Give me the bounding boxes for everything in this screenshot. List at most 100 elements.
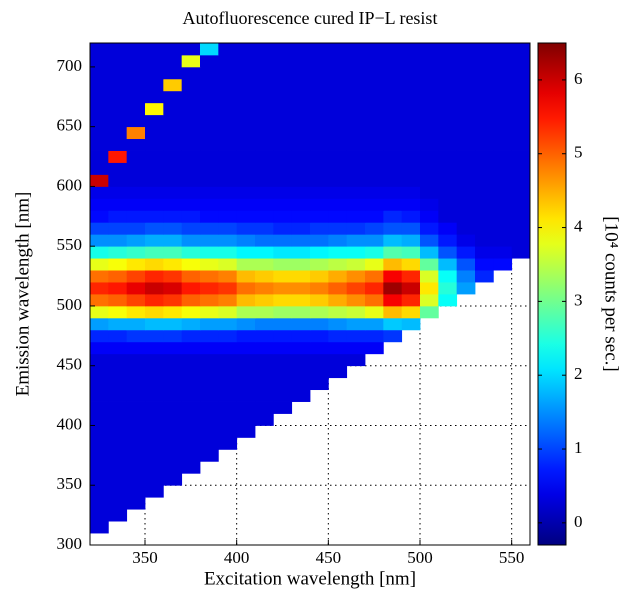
heat-cell bbox=[310, 377, 329, 391]
heat-cell bbox=[90, 377, 109, 391]
heat-cell bbox=[456, 222, 476, 235]
heat-cell bbox=[456, 43, 476, 56]
heat-cell bbox=[456, 138, 476, 151]
heat-cell bbox=[126, 114, 146, 128]
heat-cell bbox=[255, 102, 274, 116]
heat-cell bbox=[126, 102, 146, 116]
heat-cell bbox=[126, 198, 146, 211]
heat-cell bbox=[255, 198, 274, 211]
heat-cell bbox=[420, 258, 439, 271]
colorbar-tick-label: 6 bbox=[574, 69, 583, 88]
heat-cell bbox=[108, 401, 128, 414]
heat-cell bbox=[255, 210, 274, 223]
heat-cell bbox=[126, 126, 146, 140]
heat-cell bbox=[236, 174, 256, 187]
heat-cell bbox=[90, 150, 109, 163]
heat-cell bbox=[200, 282, 219, 295]
heat-cell bbox=[401, 150, 421, 163]
heat-cell bbox=[420, 138, 439, 151]
heat-cell bbox=[401, 317, 421, 331]
heat-cell bbox=[328, 174, 348, 187]
heat-cell bbox=[310, 150, 329, 163]
heat-cell bbox=[181, 341, 201, 355]
y-tick-label: 500 bbox=[57, 295, 83, 314]
heat-cell bbox=[273, 246, 293, 259]
heat-cell bbox=[273, 150, 293, 163]
heat-cell bbox=[236, 353, 256, 367]
heat-cell bbox=[108, 317, 128, 331]
heat-cell bbox=[493, 102, 513, 116]
heat-cell bbox=[108, 198, 128, 211]
heat-cell bbox=[273, 174, 293, 187]
heat-cell bbox=[365, 150, 384, 163]
heat-cell bbox=[218, 437, 238, 450]
heat-cell bbox=[401, 138, 421, 151]
heat-cell bbox=[420, 234, 439, 247]
heat-cell bbox=[328, 258, 348, 271]
heat-cell bbox=[273, 54, 293, 68]
heat-cell bbox=[126, 270, 146, 283]
heat-cell bbox=[200, 234, 219, 247]
heat-cell bbox=[456, 126, 476, 140]
heat-cell bbox=[401, 114, 421, 128]
heat-cell bbox=[126, 317, 146, 331]
heat-cell bbox=[108, 258, 128, 271]
heat-cell bbox=[420, 210, 439, 223]
heat-cell bbox=[163, 437, 183, 450]
heat-cell bbox=[420, 222, 439, 235]
heat-cell bbox=[346, 102, 366, 116]
heatmap bbox=[90, 43, 531, 534]
heat-cell bbox=[163, 222, 183, 235]
heat-cell bbox=[255, 174, 274, 187]
heat-cell bbox=[328, 150, 348, 163]
heat-cell bbox=[126, 150, 146, 163]
heat-cell bbox=[493, 138, 513, 151]
heat-cell bbox=[108, 437, 128, 450]
heat-cell bbox=[475, 198, 494, 211]
heat-cell bbox=[108, 246, 128, 259]
heat-cell bbox=[126, 389, 146, 402]
heat-cell bbox=[310, 198, 329, 211]
heat-cell bbox=[200, 305, 219, 319]
heat-cell bbox=[145, 294, 164, 307]
heat-cell bbox=[511, 114, 531, 128]
heat-cell bbox=[383, 305, 403, 319]
heat-cell bbox=[310, 305, 329, 319]
heat-cell bbox=[181, 210, 201, 223]
heat-cell bbox=[90, 449, 109, 462]
heat-cell bbox=[163, 234, 183, 247]
heat-cell bbox=[291, 210, 311, 223]
heat-cell bbox=[163, 162, 183, 175]
heat-cell bbox=[126, 43, 146, 56]
heat-cell bbox=[145, 246, 164, 259]
heat-cell bbox=[200, 317, 219, 331]
heat-cell bbox=[90, 114, 109, 128]
heat-cell bbox=[90, 174, 109, 187]
heat-cell bbox=[163, 425, 183, 438]
heat-cell bbox=[255, 294, 274, 307]
heat-cell bbox=[291, 305, 311, 319]
heat-cell bbox=[328, 66, 348, 80]
heat-cell bbox=[438, 246, 458, 259]
heat-cell bbox=[475, 114, 494, 128]
heat-cell bbox=[346, 174, 366, 187]
heat-cell bbox=[200, 389, 219, 402]
heat-cell bbox=[236, 150, 256, 163]
heat-cell bbox=[90, 389, 109, 402]
heat-cell bbox=[493, 258, 513, 271]
heat-cell bbox=[346, 341, 366, 355]
heat-cell bbox=[401, 102, 421, 116]
heat-cell bbox=[90, 413, 109, 426]
heat-cell bbox=[438, 270, 458, 283]
heat-cell bbox=[108, 329, 128, 343]
y-tick-label: 400 bbox=[57, 414, 83, 433]
heat-cell bbox=[255, 222, 274, 235]
heat-cell bbox=[438, 102, 458, 116]
heat-cell bbox=[108, 186, 128, 199]
heat-cell bbox=[255, 186, 274, 199]
colorbar-tick-label: 3 bbox=[574, 290, 583, 309]
heat-cell bbox=[218, 365, 238, 379]
heat-cell bbox=[181, 78, 201, 92]
heat-cell bbox=[218, 114, 238, 128]
heat-cell bbox=[181, 126, 201, 140]
